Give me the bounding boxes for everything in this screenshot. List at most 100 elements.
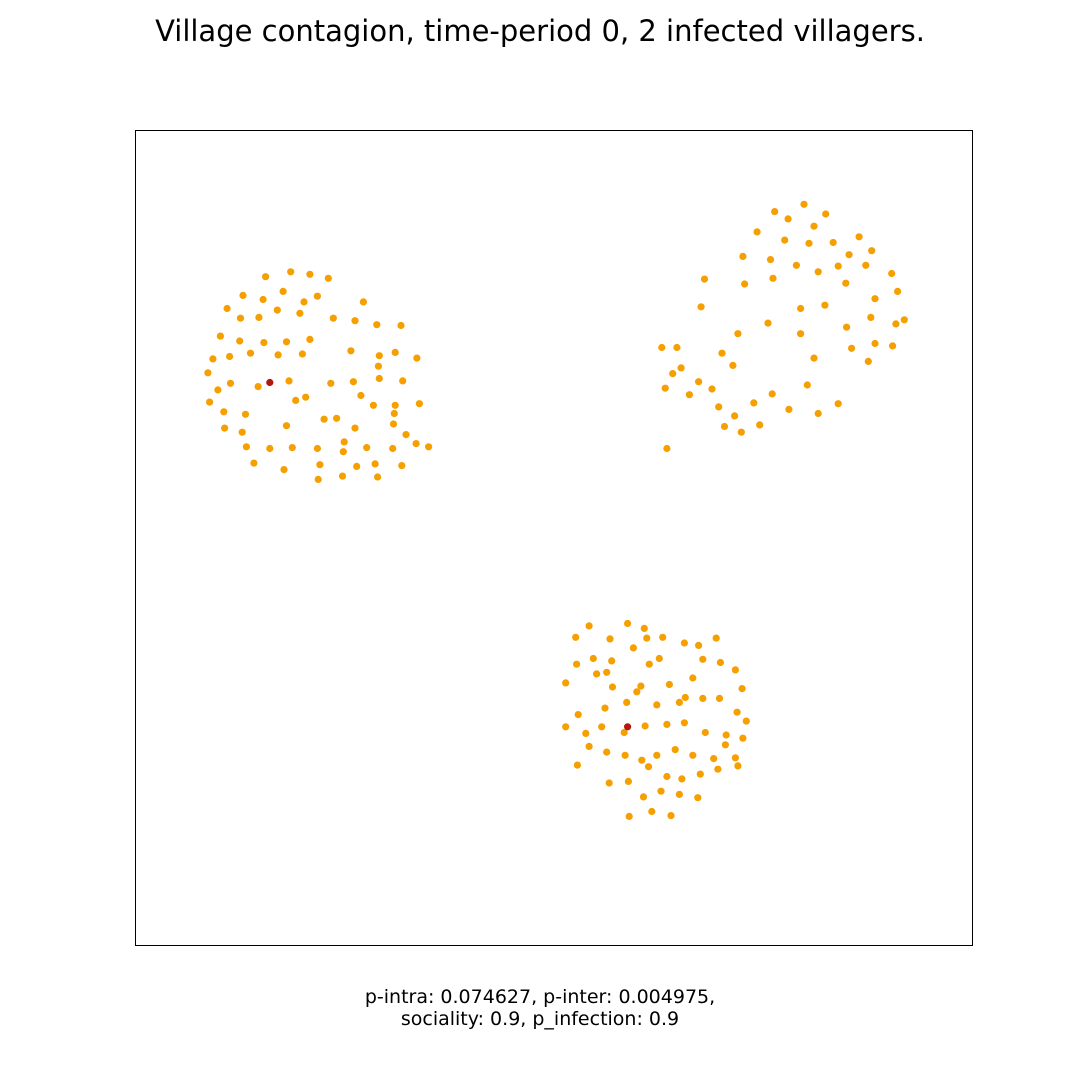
healthy-villager-point — [720, 422, 729, 431]
healthy-villager-point — [694, 794, 702, 802]
healthy-villager-point — [659, 633, 667, 641]
healthy-villager-point — [250, 459, 258, 467]
healthy-villager-point — [371, 460, 379, 468]
healthy-villager-point — [585, 742, 593, 751]
healthy-villager-point — [274, 351, 282, 359]
healthy-villager-point — [888, 269, 896, 278]
healthy-villager-point — [653, 701, 661, 709]
healthy-villager-point — [894, 287, 902, 295]
healthy-villager-point — [721, 741, 730, 749]
healthy-villager-point — [771, 208, 779, 216]
healthy-villager-point — [699, 655, 707, 663]
healthy-villager-point — [681, 693, 689, 702]
healthy-villager-point — [845, 251, 853, 259]
healthy-villager-point — [695, 641, 703, 650]
healthy-villager-point — [764, 319, 772, 327]
healthy-villager-point — [734, 762, 742, 770]
healthy-villager-point — [843, 323, 851, 331]
healthy-villager-point — [677, 364, 685, 372]
healthy-villager-point — [722, 731, 730, 739]
healthy-villager-point — [340, 438, 348, 446]
healthy-villager-point — [695, 378, 703, 386]
healthy-villager-point — [287, 268, 295, 276]
healthy-villager-point — [810, 354, 818, 362]
healthy-villager-point — [733, 708, 741, 716]
healthy-villager-point — [675, 698, 684, 707]
healthy-villager-point — [889, 342, 897, 350]
healthy-villager-point — [663, 772, 671, 781]
healthy-villager-point — [633, 688, 641, 696]
healthy-villager-point — [800, 200, 808, 208]
healthy-villager-point — [357, 391, 365, 400]
healthy-villager-point — [756, 421, 764, 429]
healthy-villager-point — [288, 444, 296, 452]
points-layer — [204, 200, 908, 821]
healthy-villager-point — [214, 386, 222, 394]
healthy-villager-point — [731, 754, 740, 762]
healthy-villager-point — [629, 644, 638, 652]
healthy-villager-point — [389, 420, 398, 428]
healthy-villager-point — [259, 295, 267, 304]
healthy-villager-point — [390, 409, 398, 418]
healthy-villager-point — [347, 347, 355, 355]
healthy-villager-point — [769, 274, 777, 282]
healthy-villager-point — [255, 313, 263, 321]
healthy-villager-point — [593, 670, 601, 678]
chart-title: Village contagion, time-period 0, 2 infe… — [155, 14, 925, 48]
healthy-villager-point — [204, 369, 212, 377]
healthy-villager-point — [292, 396, 300, 404]
healthy-villager-point — [638, 756, 646, 764]
healthy-villager-point — [282, 422, 291, 430]
healthy-villager-point — [298, 350, 306, 358]
healthy-villager-point — [822, 210, 830, 218]
healthy-villager-point — [296, 309, 304, 317]
healthy-villager-point — [306, 270, 314, 278]
healthy-villager-point — [236, 314, 245, 322]
healthy-villager-point — [413, 354, 421, 362]
healthy-villager-point — [644, 763, 653, 771]
healthy-villager-point — [766, 256, 775, 264]
healthy-villager-point — [678, 775, 686, 783]
healthy-villager-point — [710, 755, 718, 763]
healthy-villager-point — [669, 370, 677, 378]
healthy-villager-point — [279, 287, 287, 295]
healthy-villager-point — [716, 658, 725, 667]
healthy-villager-point — [327, 379, 335, 387]
healthy-villager-point — [700, 275, 709, 283]
healthy-villager-point — [663, 444, 671, 453]
healthy-villager-point — [391, 401, 399, 409]
healthy-villager-point — [363, 444, 371, 452]
healthy-villager-point — [338, 472, 347, 480]
healthy-villager-point — [834, 262, 842, 270]
healthy-villager-point — [781, 236, 789, 244]
healthy-villager-point — [821, 301, 829, 309]
healthy-villager-point — [712, 634, 720, 642]
healthy-villager-point — [689, 674, 697, 682]
healthy-villager-point — [640, 624, 648, 633]
healthy-villager-point — [239, 291, 247, 299]
healthy-villager-point — [313, 444, 321, 453]
healthy-villager-point — [645, 660, 653, 668]
healthy-villager-point — [313, 292, 321, 300]
healthy-villager-point — [302, 393, 310, 401]
healthy-villager-point — [673, 343, 681, 352]
healthy-villager-point — [221, 424, 229, 432]
healthy-villager-point — [742, 717, 750, 725]
healthy-villager-point — [862, 261, 870, 269]
healthy-villager-point — [871, 295, 879, 303]
healthy-villager-point — [262, 273, 270, 281]
healthy-villager-point — [797, 330, 805, 338]
healthy-villager-point — [718, 349, 726, 357]
healthy-villager-point — [306, 335, 314, 343]
healthy-villager-point — [412, 440, 420, 448]
healthy-villager-point — [867, 313, 875, 321]
healthy-villager-point — [699, 694, 707, 703]
healthy-villager-point — [574, 711, 582, 719]
healthy-villager-point — [663, 720, 671, 729]
healthy-villager-point — [900, 316, 908, 324]
healthy-villager-point — [589, 654, 597, 663]
healthy-villager-point — [653, 751, 661, 759]
healthy-villager-point — [320, 415, 328, 423]
healthy-villager-point — [397, 321, 405, 330]
